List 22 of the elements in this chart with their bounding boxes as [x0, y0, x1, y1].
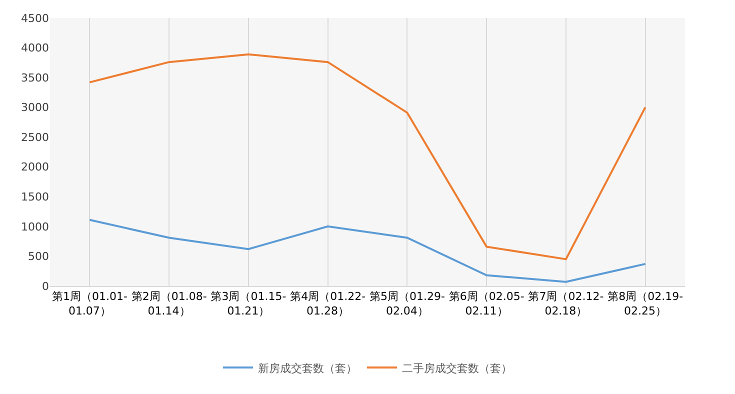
x-tick-label: 第6周（02.05-02.11） — [448, 290, 524, 318]
line-series — [88, 53, 646, 260]
legend-label: 二手房成交套数（套） — [402, 362, 512, 375]
x-tick-label: 第2周（01.08-01.14） — [131, 290, 207, 318]
x-tick-label: 第5周（01.29-02.04） — [369, 290, 445, 318]
x-tick-label: 第7周（02.12-02.18） — [528, 290, 604, 318]
y-tick-label: 3500 — [21, 71, 49, 84]
legend-label: 新房成交套数（套） — [258, 362, 357, 375]
y-tick-label: 2500 — [21, 130, 49, 144]
y-tick-label: 0 — [42, 280, 49, 293]
y-tick-label: 2000 — [21, 160, 49, 174]
x-tick-label: 第8周（02.19-02.25） — [608, 290, 684, 318]
x-tick-label: 第1周（01.01-01.07） — [52, 290, 128, 318]
y-tick-label: 4000 — [21, 42, 49, 55]
y-tick-label: 1000 — [21, 220, 49, 234]
y-tick-label: 500 — [28, 250, 49, 264]
y-tick-label: 4500 — [21, 12, 49, 25]
y-tick-label: 3000 — [21, 101, 49, 114]
x-tick-label: 第4周（01.22-01.28） — [290, 290, 366, 318]
line-series — [88, 218, 646, 283]
y-tick-label: 1500 — [21, 190, 49, 204]
x-tick-label: 第3周（01.15-01.21） — [210, 290, 286, 318]
